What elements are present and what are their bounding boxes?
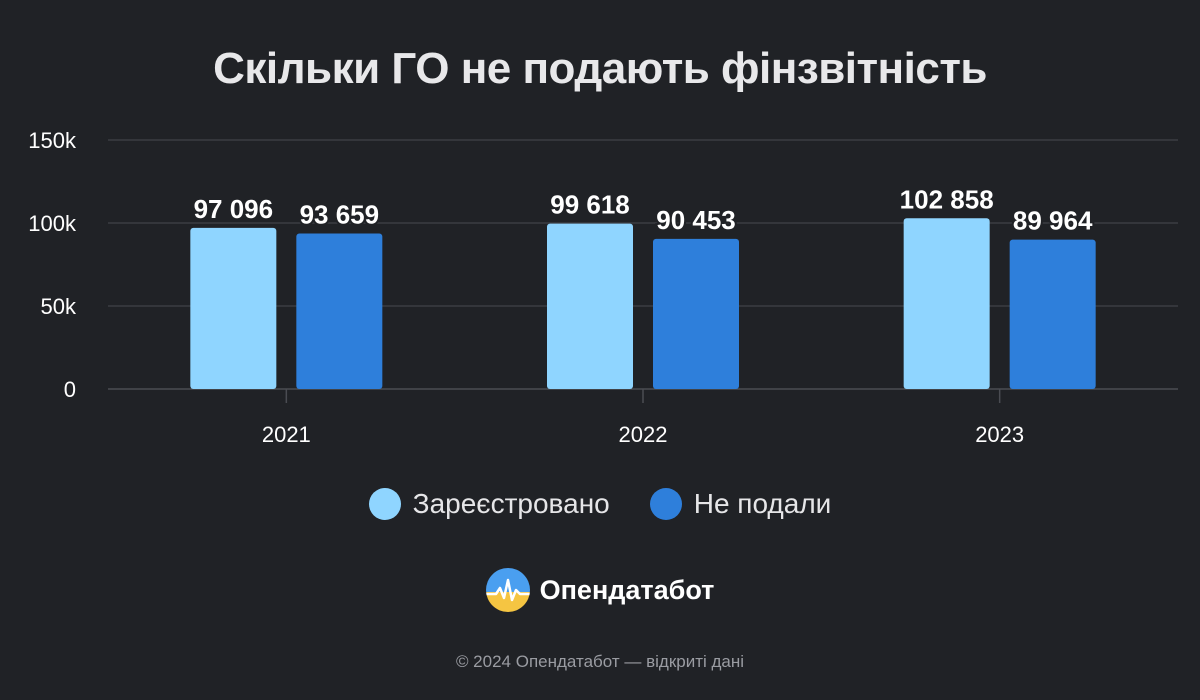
legend-swatch-registered [368, 488, 401, 520]
footer-text: © 2024 Опендатабот — відкриті дані [455, 652, 745, 671]
x-tick-label: 2021 [262, 422, 311, 447]
data-labels: 97 096 93 659 99 618 90 453 102 858 89 964 [192, 182, 1095, 237]
data-label: 90 453 [656, 205, 736, 235]
brand: Опендатабот [0, 568, 1200, 612]
bar-2023-not-filed[interactable] [1009, 239, 1096, 389]
bar-2021-registered[interactable] [190, 227, 277, 389]
opendatabot-logo-icon [485, 568, 530, 612]
bar-2022-registered[interactable] [547, 223, 633, 389]
x-tick-label: 2022 [619, 422, 668, 447]
y-tick-label: 0 [64, 377, 76, 402]
data-label: 99 618 [550, 190, 630, 220]
y-tick-label: 50k [41, 294, 77, 319]
legend: Зареєстровано Не подали [0, 488, 1200, 520]
bars [190, 218, 1096, 389]
data-label: 97 096 [194, 194, 274, 224]
chart-title: Скільки ГО не подають фінзвітність [213, 44, 987, 93]
bar-chart: 0 50k 100k 150k 2021 2022 2023 97 096 93 659 99… [28, 128, 1178, 447]
y-tick-label: 150k [28, 128, 77, 153]
data-label: 93 659 [300, 200, 380, 230]
brand-name: Опендатабот [539, 574, 715, 605]
legend-item-not-filed[interactable]: Не подали [649, 488, 832, 520]
y-tick-label: 100k [28, 211, 77, 236]
x-axis-ticks: 2021 2022 2023 [262, 389, 1024, 447]
legend-item-registered[interactable]: Зареєстровано [368, 488, 610, 520]
x-tick-label: 2023 [975, 422, 1024, 447]
legend-label-not-filed: Не подали [693, 488, 832, 519]
y-axis-ticks: 0 50k 100k 150k [28, 128, 77, 402]
legend-label-registered: Зареєстровано [412, 488, 610, 519]
bar-2023-registered[interactable] [903, 218, 990, 389]
data-label: 102 858 [900, 184, 994, 214]
data-label: 89 964 [1013, 206, 1093, 236]
legend-swatch-not-filed [649, 488, 682, 520]
bar-2022-not-filed[interactable] [653, 238, 739, 389]
bar-2021-not-filed[interactable] [296, 233, 383, 389]
